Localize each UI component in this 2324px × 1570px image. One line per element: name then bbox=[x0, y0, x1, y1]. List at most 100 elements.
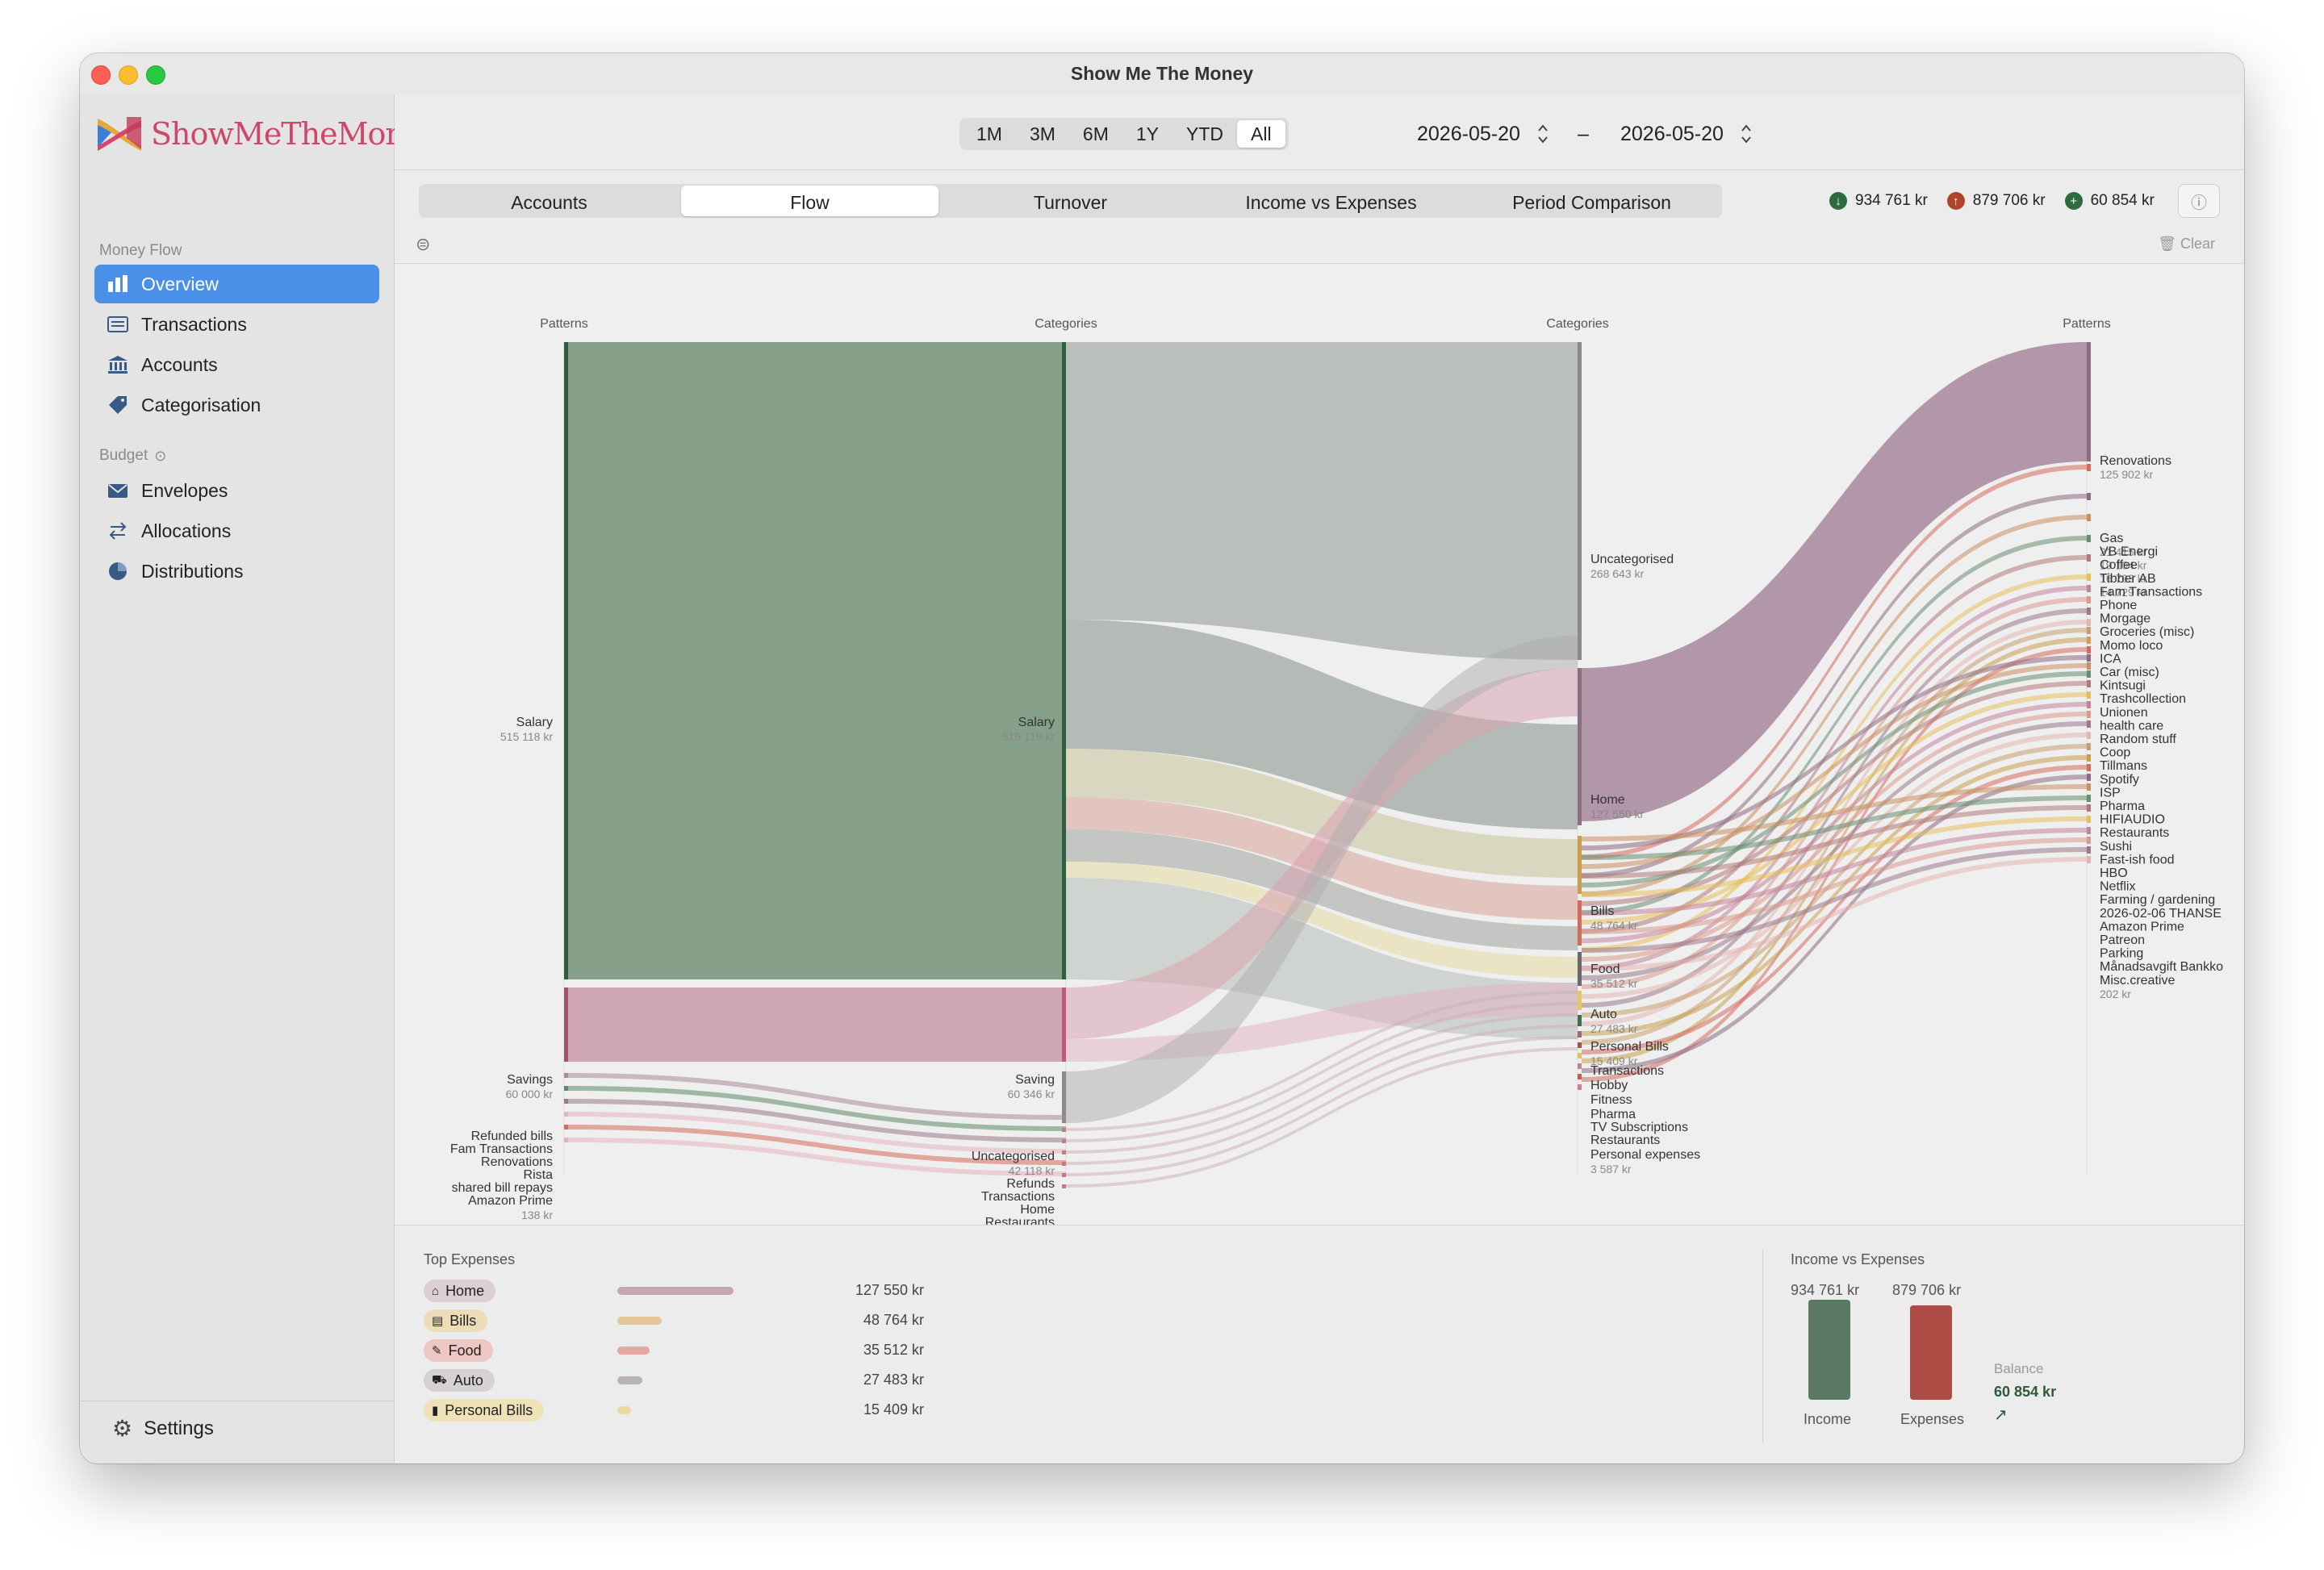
flow-band bbox=[1582, 721, 2087, 980]
node-label: Fitness bbox=[1590, 1093, 1632, 1107]
sankey-node bbox=[1578, 952, 1582, 986]
expense-bar bbox=[617, 1317, 662, 1325]
flow-band bbox=[1582, 795, 2087, 860]
sidebar-item-label: Distributions bbox=[141, 560, 244, 582]
close-window-button[interactable] bbox=[91, 65, 111, 85]
sidebar-item-overview[interactable]: Overview bbox=[94, 265, 379, 303]
tab-period-comparison[interactable]: Period Comparison bbox=[1512, 192, 1671, 213]
tab-accounts[interactable]: Accounts bbox=[511, 192, 587, 213]
sankey-node bbox=[2087, 608, 2091, 615]
expense-bar bbox=[617, 1376, 642, 1384]
node-value: 127 550 kr bbox=[1590, 808, 1644, 820]
carrot-icon: ✎ bbox=[432, 1344, 442, 1358]
logo-icon bbox=[98, 117, 141, 151]
sankey-node bbox=[2087, 646, 2091, 653]
app-logo: ShowMeTheMoney bbox=[96, 111, 439, 157]
flow-band bbox=[567, 1073, 1066, 1120]
node-label: Trashcollection bbox=[2100, 692, 2186, 706]
date-to-field[interactable]: 2026-05-20 bbox=[1620, 123, 1724, 145]
node-value: 15 409 kr bbox=[1590, 1054, 1638, 1067]
range-3m-button[interactable]: 3M bbox=[1029, 123, 1055, 144]
range-ytd-button[interactable]: YTD bbox=[1186, 123, 1223, 144]
flow-band bbox=[1582, 784, 2087, 841]
tab-flow[interactable]: Flow bbox=[681, 186, 938, 216]
date-from-field[interactable]: 2026-05-20 bbox=[1417, 123, 1520, 145]
sankey-node bbox=[2087, 680, 2091, 687]
sankey-node bbox=[1578, 342, 1582, 660]
range-1m-button[interactable]: 1M bbox=[976, 123, 1002, 144]
node-value: 60 346 kr bbox=[1008, 1088, 1055, 1100]
node-label: Farming / gardening bbox=[2100, 893, 2215, 907]
sidebar-item-label: Overview bbox=[141, 273, 219, 294]
sankey-node bbox=[2087, 493, 2091, 500]
sankey-node bbox=[564, 1125, 568, 1129]
expense-badge: ▤ Bills bbox=[424, 1309, 488, 1332]
income-stat: ↓ 934 761 kr bbox=[1829, 192, 1928, 210]
expenses-label: Expenses bbox=[1900, 1411, 1965, 1427]
zoom-window-button[interactable] bbox=[146, 65, 165, 85]
expense-row[interactable]: ▮ Personal Bills bbox=[424, 1398, 545, 1422]
sankey-node bbox=[564, 988, 568, 1062]
flow-band bbox=[1582, 847, 2087, 953]
budget-settings-icon[interactable]: ⊙ bbox=[154, 447, 167, 464]
tab-income-vs-expenses[interactable]: Income vs Expenses bbox=[1245, 192, 1417, 213]
sankey-node bbox=[2087, 574, 2091, 581]
chart-bars-icon bbox=[106, 272, 130, 296]
sidebar-item-label: Envelopes bbox=[141, 479, 228, 501]
sidebar-item-allocations[interactable]: Allocations bbox=[94, 512, 379, 550]
filter-icon[interactable]: ⊜ bbox=[416, 234, 431, 254]
expense-row[interactable]: ✎ Food bbox=[424, 1338, 493, 1363]
column-header: Patterns bbox=[2063, 317, 2111, 331]
settings-button[interactable]: ⚙ Settings bbox=[112, 1415, 214, 1442]
minimize-window-button[interactable] bbox=[119, 65, 138, 85]
flow-band bbox=[1066, 1047, 1578, 1188]
node-label: Coffee bbox=[2100, 558, 2138, 572]
expense-row[interactable]: ⛟ Auto bbox=[424, 1368, 495, 1393]
node-label: Restaurants bbox=[985, 1216, 1055, 1225]
expense-label: Food bbox=[448, 1342, 482, 1359]
node-value: 125 902 kr bbox=[2100, 468, 2153, 481]
sankey-node bbox=[2087, 342, 2091, 461]
expense-bar bbox=[617, 1287, 734, 1295]
sankey-node bbox=[2087, 711, 2091, 718]
expense-row[interactable]: ▤ Bills bbox=[424, 1309, 488, 1333]
sankey-node bbox=[1062, 1173, 1066, 1177]
sankey-node bbox=[1062, 1071, 1066, 1123]
sidebar-item-categorisation[interactable]: Categorisation bbox=[94, 386, 379, 424]
income-value: 934 761 kr bbox=[1791, 1282, 1860, 1298]
sidebar-item-transactions[interactable]: Transactions bbox=[94, 305, 379, 344]
node-value: 515 118 kr bbox=[500, 730, 553, 743]
node-label: Groceries (misc) bbox=[2100, 625, 2194, 639]
sankey-node bbox=[1578, 1053, 1582, 1058]
info-button[interactable]: ⓘ bbox=[2178, 184, 2220, 218]
expenses-value: 879 706 kr bbox=[1892, 1282, 1962, 1298]
expense-value: 127 550 kr bbox=[855, 1282, 924, 1298]
sidebar-item-accounts[interactable]: Accounts bbox=[94, 345, 379, 384]
money-flow-section-label: Money Flow bbox=[99, 242, 182, 259]
sidebar-item-distributions[interactable]: Distributions bbox=[94, 552, 379, 591]
net-stat: + 60 854 kr bbox=[2064, 192, 2155, 210]
budget-section-label: Budget ⊙ bbox=[99, 447, 166, 465]
range-all-button[interactable]: All bbox=[1237, 120, 1285, 148]
sidebar-item-label: Allocations bbox=[141, 520, 232, 541]
sidebar: ShowMeTheMoney Money Flow Overview Trans… bbox=[80, 95, 439, 1464]
node-label: Morgage bbox=[2100, 612, 2151, 626]
flow-band bbox=[1066, 1036, 1578, 1176]
node-label: Parking bbox=[2100, 947, 2143, 961]
clear-filter-button[interactable]: 🗑︎ Clear bbox=[2158, 236, 2215, 253]
date-to-stepper[interactable] bbox=[1739, 118, 1753, 150]
expense-row[interactable]: ⌂ Home bbox=[424, 1279, 496, 1303]
balance-label: Balance bbox=[1994, 1361, 2044, 1376]
sankey-node bbox=[1578, 1063, 1582, 1069]
range-1y-button[interactable]: 1Y bbox=[1135, 123, 1159, 144]
sankey-node bbox=[1062, 1150, 1066, 1155]
node-label: ISP bbox=[2100, 786, 2121, 800]
node-label: HIFIAUDIO bbox=[2100, 813, 2165, 827]
sankey-node bbox=[2087, 783, 2091, 791]
date-from-stepper[interactable] bbox=[1536, 118, 1550, 150]
sankey-node bbox=[2087, 732, 2091, 739]
range-6m-button[interactable]: 6M bbox=[1082, 123, 1109, 144]
sidebar-item-envelopes[interactable]: Envelopes bbox=[94, 471, 379, 510]
tab-turnover[interactable]: Turnover bbox=[1033, 192, 1108, 213]
flow-band bbox=[1066, 862, 1578, 978]
